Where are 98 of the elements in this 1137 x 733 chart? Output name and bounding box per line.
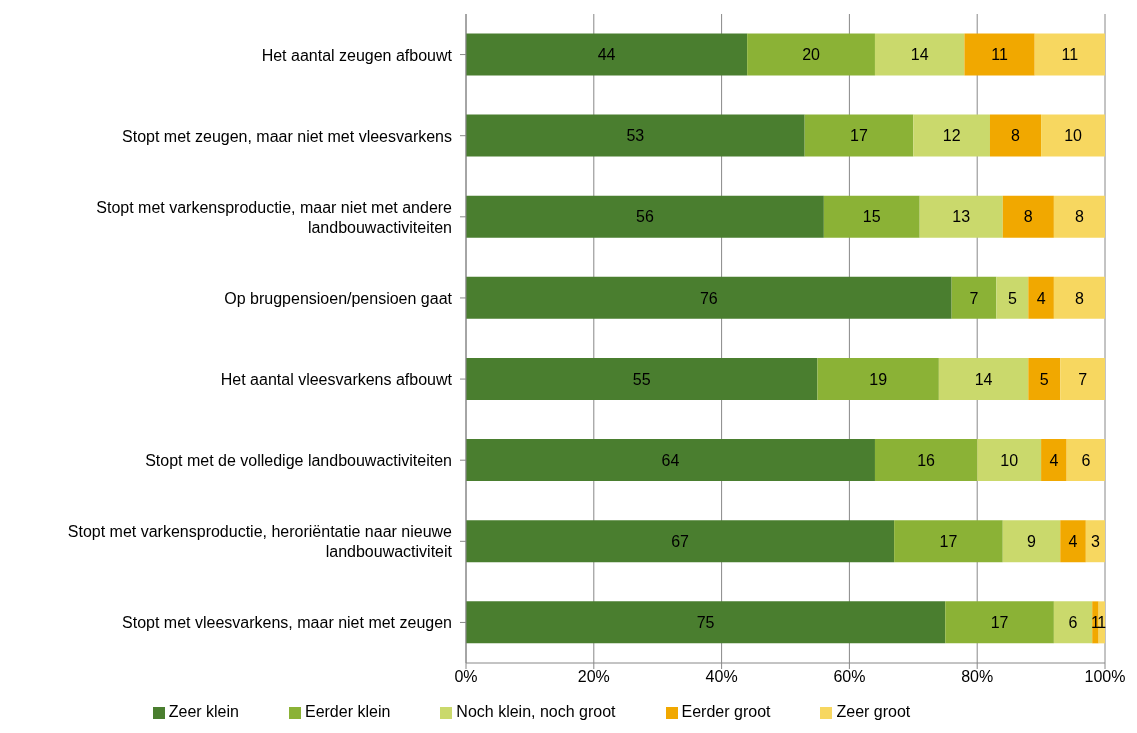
- data-label: 15: [862, 208, 881, 226]
- data-label: 10: [1064, 127, 1083, 145]
- data-label: 55: [632, 370, 651, 388]
- bar: [1041, 114, 1105, 157]
- data-label: 17: [939, 532, 958, 550]
- data-label: 20: [802, 46, 821, 64]
- bar: [466, 33, 748, 76]
- bar: [1028, 357, 1061, 400]
- bar: [747, 33, 875, 76]
- bar: [1053, 195, 1105, 238]
- bar: [945, 601, 1054, 644]
- bar: [977, 439, 1042, 482]
- bar: [1034, 33, 1105, 76]
- data-label: 6: [1068, 614, 1078, 632]
- bar: [466, 357, 818, 400]
- x-tick-label: 20%: [577, 668, 610, 686]
- x-tick-label: 60%: [833, 668, 866, 686]
- data-label: 44: [597, 46, 616, 64]
- y-tick-label: Stopt met varkensproductie, heroriëntatie naar nieuwe landbouwactiviteit: [67, 522, 453, 560]
- data-label: 4: [1068, 532, 1078, 550]
- data-label: 13: [952, 208, 971, 226]
- bar: [1060, 357, 1105, 400]
- data-label: 11: [991, 46, 1008, 64]
- bar: [919, 195, 1003, 238]
- bar: [466, 520, 895, 563]
- x-tick-label: 80%: [961, 668, 994, 686]
- data-label: 16: [917, 451, 936, 469]
- y-tick-label: Stopt met vleesvarkens, maar niet met zeugen: [122, 613, 452, 631]
- data-label: 4: [1036, 289, 1046, 307]
- data-label: 17: [850, 127, 868, 145]
- bar: [951, 276, 997, 319]
- bar: [964, 33, 1035, 76]
- bar: [874, 33, 965, 76]
- bar: [823, 195, 920, 238]
- data-label: 12: [942, 127, 961, 145]
- bar: [1085, 520, 1105, 563]
- legend-label: Eerder groot: [681, 703, 771, 720]
- bar: [466, 439, 875, 482]
- data-label: 5: [1039, 370, 1049, 388]
- bar: [466, 195, 824, 238]
- x-tick-label: 100%: [1084, 668, 1126, 686]
- data-label: 76: [699, 289, 718, 307]
- x-tick-label: 40%: [705, 668, 738, 686]
- bar: [1066, 439, 1105, 482]
- data-label: 6: [1081, 451, 1091, 469]
- data-label: 7: [969, 289, 979, 307]
- data-label: 19: [869, 370, 888, 388]
- bar: [466, 601, 946, 644]
- data-label: 1: [1090, 614, 1100, 632]
- legend-label: Zeer klein: [168, 703, 239, 720]
- y-tick-label: Het aantal zeugen afbouwt: [261, 46, 453, 64]
- y-tick-label: Op brugpensioen/pensioen gaat: [224, 289, 453, 307]
- y-tick-label: Het aantal vleesvarkens afbouwt: [220, 370, 453, 388]
- data-label: 8: [1011, 127, 1021, 145]
- data-label: 56: [636, 208, 654, 226]
- data-label: 10: [1000, 451, 1019, 469]
- data-label: 9: [1027, 532, 1037, 550]
- bar: [466, 114, 805, 157]
- bar: [1053, 601, 1093, 644]
- bar: [894, 520, 1003, 563]
- data-label: 17: [990, 614, 1009, 632]
- legend-label: Eerder klein: [304, 703, 391, 720]
- bar: [1060, 520, 1086, 563]
- bar: [1041, 439, 1067, 482]
- legend-label: Zeer groot: [836, 703, 911, 720]
- bar: [938, 357, 1029, 400]
- bar: [1002, 195, 1054, 238]
- data-label: 4: [1049, 451, 1059, 469]
- y-tick-label: Stopt met varkensproductie, maar niet met andere landbouwactiviteiten: [96, 198, 453, 236]
- bar: [1028, 276, 1054, 319]
- bar: [1002, 520, 1061, 563]
- bar: [874, 439, 978, 482]
- data-label: 8: [1074, 289, 1084, 307]
- bar: [1092, 601, 1099, 644]
- data-label: 8: [1074, 208, 1084, 226]
- y-tick-label: Stopt met de volledige landbouwactiviteiten: [145, 451, 452, 469]
- data-label: 5: [1007, 289, 1017, 307]
- bar: [466, 276, 952, 319]
- bar: [804, 114, 914, 157]
- data-label: 75: [696, 614, 715, 632]
- bar: [996, 276, 1029, 319]
- bar: [817, 357, 939, 400]
- x-tick-label: 0%: [454, 668, 478, 686]
- data-label: 1: [1097, 614, 1107, 632]
- bar: [989, 114, 1042, 157]
- data-label: 8: [1023, 208, 1033, 226]
- data-label: 67: [671, 532, 690, 550]
- legend-label: Noch klein, noch groot: [456, 703, 616, 720]
- data-label: 3: [1090, 532, 1100, 550]
- data-label: 14: [910, 46, 929, 64]
- bar: [913, 114, 990, 157]
- data-label: 64: [661, 451, 680, 469]
- data-label: 7: [1078, 370, 1088, 388]
- data-label: 14: [974, 370, 993, 388]
- bar: [1053, 276, 1105, 319]
- data-label: 11: [1061, 46, 1079, 64]
- data-label: 53: [626, 127, 645, 145]
- y-tick-label: Stopt met zeugen, maar niet met vleesvarkens: [122, 127, 452, 145]
